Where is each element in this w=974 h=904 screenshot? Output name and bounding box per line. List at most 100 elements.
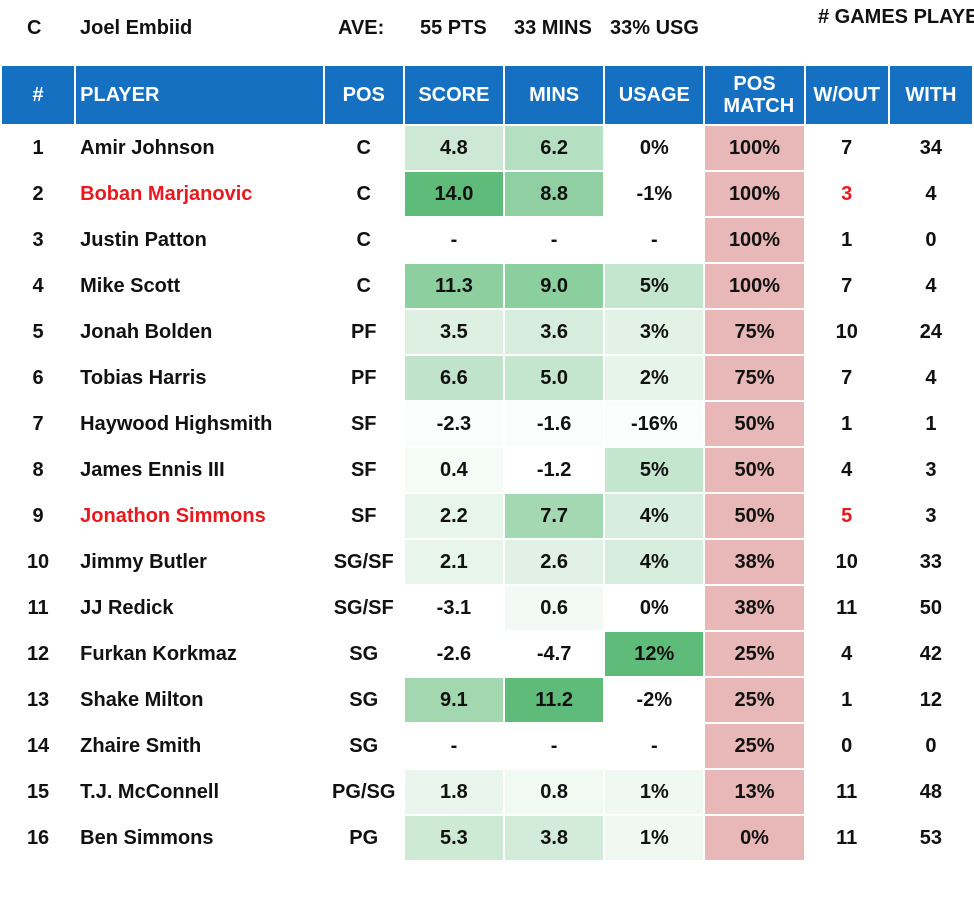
cell-pos-match: 100% — [705, 218, 804, 262]
table-row: 11 JJ Redick SG/SF -3.1 0.6 0% 38% 11 50 — [2, 586, 972, 630]
table-row: 5 Jonah Bolden PF 3.5 3.6 3% 75% 10 24 — [2, 310, 972, 354]
cell-mins: -1.2 — [505, 448, 604, 492]
cell-mins: 2.6 — [505, 540, 604, 584]
cell-player: Shake Milton — [80, 688, 204, 711]
table-row: 15 T.J. McConnell PG/SG 1.8 0.8 1% 13% 11 48 — [2, 770, 972, 814]
cell-pos: SG/SF — [333, 596, 394, 619]
cell-score: 5.3 — [404, 816, 504, 860]
cell-score: 1.8 — [404, 770, 504, 814]
cell-score: 11.3 — [404, 264, 504, 308]
table-row: 7 Haywood Highsmith SF -2.3 -1.6 -16% 50% 1 1 — [2, 402, 972, 446]
table-row: 9 Jonathon Simmons SF 2.2 7.7 4% 50% 5 3 — [2, 494, 972, 538]
cell-rank: 16 — [26, 826, 50, 849]
cell-mins: 11.2 — [505, 678, 604, 722]
col-header-pos: POS — [324, 66, 403, 124]
cell-mins: -1.6 — [505, 402, 604, 446]
cell-without: 7 — [841, 366, 853, 389]
cell-pos-match: 50% — [705, 494, 804, 538]
cell-pos: SG — [349, 688, 379, 711]
col-header-without: W/OUT — [805, 66, 888, 124]
table-row: 1 Amir Johnson C 4.8 6.2 0% 100% 7 34 — [2, 126, 972, 170]
cell-with: 50 — [919, 596, 943, 619]
cell-player: Furkan Korkmaz — [80, 642, 237, 665]
cell-usage: 0% — [605, 586, 704, 630]
cell-score: - — [404, 724, 504, 768]
cell-pos: SF — [350, 504, 377, 527]
table-row: 8 James Ennis III SF 0.4 -1.2 5% 50% 4 3 — [2, 448, 972, 492]
table-row: 10 Jimmy Butler SG/SF 2.1 2.6 4% 38% 10 33 — [2, 540, 972, 584]
cell-pos-match: 25% — [705, 632, 804, 676]
cell-with: 4 — [925, 182, 937, 205]
cell-mins: - — [505, 724, 604, 768]
cell-mins: 6.2 — [505, 126, 604, 170]
cell-score: 6.6 — [404, 356, 504, 400]
cell-pos: C — [356, 136, 371, 159]
cell-with: 48 — [919, 780, 943, 803]
col-header-with: WITH — [889, 66, 972, 124]
cell-with: 0 — [925, 734, 937, 757]
col-header-player: PLAYER — [76, 66, 323, 124]
cell-without: 0 — [841, 734, 853, 757]
table-row: 14 Zhaire Smith SG - - -25% 0 0 — [2, 724, 972, 768]
cell-score: 14.0 — [404, 172, 504, 216]
cell-score: -3.1 — [404, 586, 504, 630]
cell-without: 3 — [841, 182, 853, 205]
cell-score: 2.2 — [404, 494, 504, 538]
cell-score: 2.1 — [404, 540, 504, 584]
cell-without: 10 — [835, 320, 858, 343]
col-header-usage: USAGE — [605, 66, 704, 124]
cell-pos: SF — [350, 412, 377, 435]
cell-mins: - — [505, 218, 604, 262]
cell-mins: 3.8 — [505, 816, 604, 860]
cell-pos: PF — [350, 320, 377, 343]
cell-score: 4.8 — [404, 126, 504, 170]
cell-mins: 8.8 — [505, 172, 604, 216]
cell-rank: 11 — [27, 596, 49, 619]
cell-without: 7 — [841, 274, 853, 297]
games-played-label: # GAMES PLAYED — [818, 6, 974, 28]
cell-rank: 7 — [32, 412, 44, 435]
cell-pos-match: 100% — [705, 126, 804, 170]
cell-pos-match: 75% — [705, 356, 804, 400]
cell-with: 3 — [925, 504, 937, 527]
cell-player: Jonathon Simmons — [80, 504, 266, 527]
cell-usage: 0% — [605, 126, 704, 170]
cell-pos: SG — [349, 734, 379, 757]
cell-rank: 2 — [32, 182, 44, 205]
table-row: 2 Boban Marjanovic C 14.0 8.8 -1% 100% 3 4 — [2, 172, 972, 216]
cell-rank: 5 — [32, 320, 44, 343]
cell-mins: 0.6 — [505, 586, 604, 630]
cell-without: 1 — [841, 688, 853, 711]
cell-usage: 1% — [605, 770, 704, 814]
cell-mins: 3.6 — [505, 310, 604, 354]
cell-rank: 4 — [32, 274, 44, 297]
col-header-score: SCORE — [404, 66, 504, 124]
cell-score: -2.6 — [404, 632, 504, 676]
cell-score: 3.5 — [404, 310, 504, 354]
cell-pos-match: 13% — [705, 770, 804, 814]
cell-with: 33 — [919, 550, 943, 573]
cell-mins: 9.0 — [505, 264, 604, 308]
cell-usage: -16% — [605, 402, 704, 446]
teammate-impact-table: # PLAYER POS SCORE MINS USAGE POS MATCH … — [0, 64, 974, 862]
cell-pos: PG — [349, 826, 379, 849]
cell-with: 53 — [919, 826, 943, 849]
table-row: 6 Tobias Harris PF 6.6 5.0 2% 75% 7 4 — [2, 356, 972, 400]
cell-pos-match: 38% — [705, 540, 804, 584]
table-row: 13 Shake Milton SG 9.1 11.2 -2% 25% 1 12 — [2, 678, 972, 722]
cell-pos-match: 100% — [705, 172, 804, 216]
cell-rank: 3 — [32, 228, 44, 251]
cell-without: 5 — [841, 504, 853, 527]
cell-player: T.J. McConnell — [80, 780, 220, 803]
cell-with: 4 — [925, 366, 937, 389]
cell-with: 42 — [919, 642, 943, 665]
cell-rank: 14 — [26, 734, 50, 757]
cell-usage: 4% — [605, 540, 704, 584]
cell-usage: 5% — [605, 448, 704, 492]
cell-pos: C — [356, 274, 371, 297]
cell-player: Tobias Harris — [80, 366, 207, 389]
cell-pos: SG/SF — [333, 550, 394, 573]
cell-pos-match: 75% — [705, 310, 804, 354]
cell-pos: SG — [349, 642, 379, 665]
cell-player: Ben Simmons — [80, 826, 214, 849]
